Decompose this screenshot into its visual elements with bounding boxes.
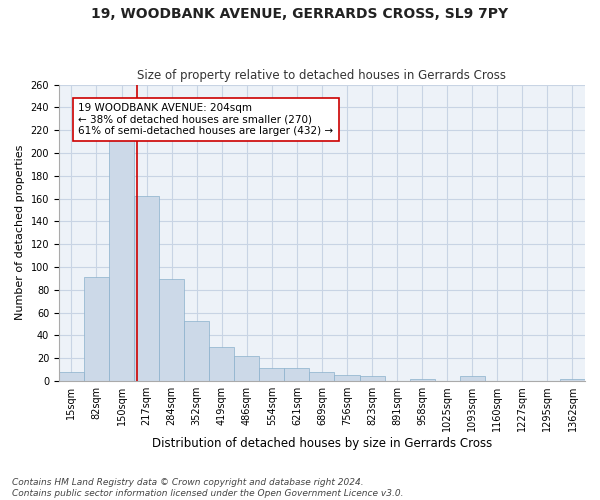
Bar bbox=[59, 372, 84, 381]
Title: Size of property relative to detached houses in Gerrards Cross: Size of property relative to detached ho… bbox=[137, 69, 506, 82]
Bar bbox=[460, 376, 485, 381]
Text: Contains HM Land Registry data © Crown copyright and database right 2024.
Contai: Contains HM Land Registry data © Crown c… bbox=[12, 478, 404, 498]
Bar bbox=[259, 368, 284, 381]
Y-axis label: Number of detached properties: Number of detached properties bbox=[15, 145, 25, 320]
Bar bbox=[209, 347, 234, 381]
Bar bbox=[410, 378, 434, 381]
X-axis label: Distribution of detached houses by size in Gerrards Cross: Distribution of detached houses by size … bbox=[152, 437, 492, 450]
Bar bbox=[560, 378, 585, 381]
Bar bbox=[310, 372, 334, 381]
Bar bbox=[159, 280, 184, 381]
Text: 19 WOODBANK AVENUE: 204sqm
← 38% of detached houses are smaller (270)
61% of sem: 19 WOODBANK AVENUE: 204sqm ← 38% of deta… bbox=[79, 103, 334, 136]
Bar bbox=[334, 376, 359, 381]
Text: 19, WOODBANK AVENUE, GERRARDS CROSS, SL9 7PY: 19, WOODBANK AVENUE, GERRARDS CROSS, SL9… bbox=[91, 8, 509, 22]
Bar bbox=[284, 368, 310, 381]
Bar bbox=[134, 196, 159, 381]
Bar bbox=[109, 136, 134, 381]
Bar bbox=[234, 356, 259, 381]
Bar bbox=[184, 320, 209, 381]
Bar bbox=[359, 376, 385, 381]
Bar bbox=[84, 277, 109, 381]
